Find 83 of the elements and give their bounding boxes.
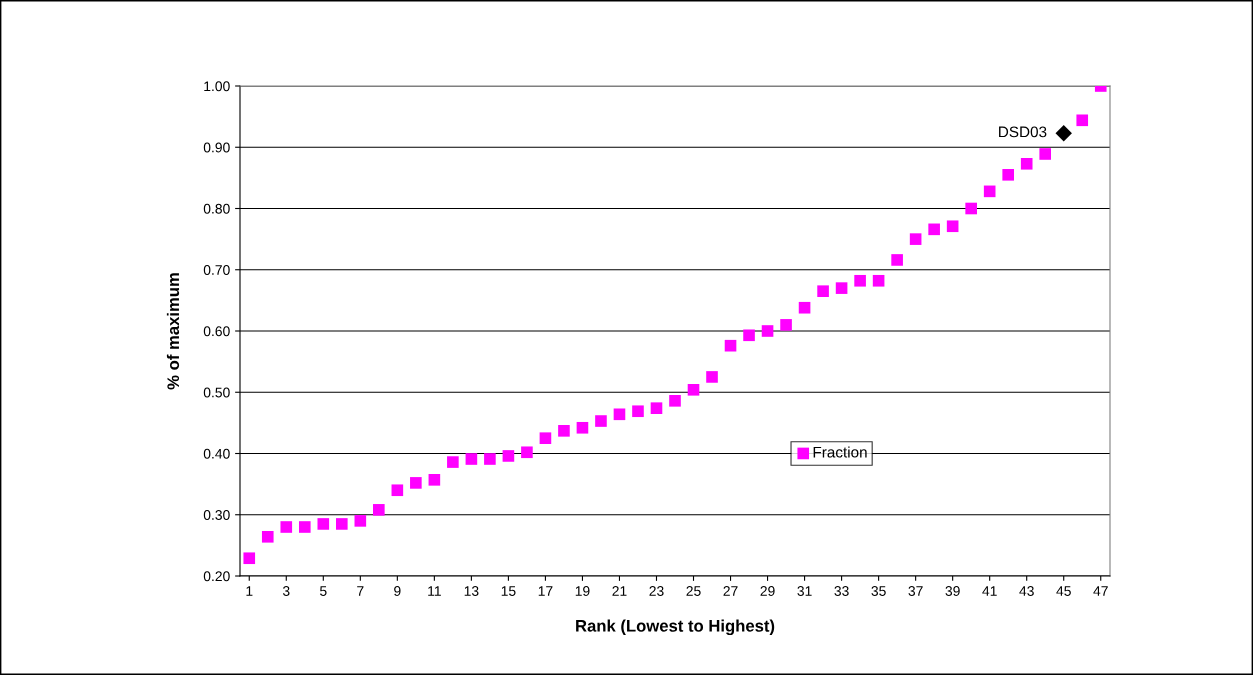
point bbox=[891, 254, 903, 266]
point bbox=[447, 456, 459, 468]
x-tick-label: 1 bbox=[246, 586, 253, 596]
point bbox=[706, 371, 718, 383]
point bbox=[724, 339, 737, 352]
point bbox=[298, 521, 311, 533]
x-tick-label: 43 bbox=[1019, 586, 1034, 596]
point bbox=[243, 552, 256, 565]
point bbox=[539, 432, 552, 444]
point bbox=[909, 233, 922, 245]
point bbox=[946, 220, 959, 233]
point bbox=[354, 515, 367, 527]
point bbox=[983, 185, 996, 198]
x-tick-label: 33 bbox=[834, 586, 849, 596]
point bbox=[373, 504, 385, 516]
x-tick-label: 41 bbox=[982, 586, 997, 596]
point bbox=[780, 319, 792, 331]
x-tick-label: 3 bbox=[282, 586, 290, 596]
point bbox=[576, 421, 589, 434]
point bbox=[391, 484, 404, 497]
x-tick-label: 37 bbox=[908, 586, 923, 596]
x-tick-label: 23 bbox=[649, 586, 664, 596]
x-tick-label: 45 bbox=[1056, 586, 1071, 596]
point bbox=[261, 530, 274, 543]
legend-label: Fraction bbox=[813, 446, 867, 458]
x-axis-title: Rank (Lowest to Highest) bbox=[576, 619, 775, 636]
point bbox=[317, 518, 330, 530]
x-tick-label: 7 bbox=[357, 586, 364, 596]
point bbox=[817, 285, 829, 297]
point bbox=[761, 325, 774, 337]
x-tick-label: 5 bbox=[319, 586, 327, 596]
point bbox=[428, 474, 441, 486]
point bbox=[613, 408, 626, 421]
point bbox=[336, 518, 348, 530]
point bbox=[965, 202, 977, 215]
x-tick-label: 35 bbox=[871, 586, 886, 596]
x-tick-label: 17 bbox=[538, 586, 553, 596]
point bbox=[1039, 148, 1052, 160]
x-tick-label: 15 bbox=[501, 586, 516, 596]
x-tick-label: 19 bbox=[575, 586, 590, 596]
point bbox=[521, 446, 533, 459]
x-tick-label: 47 bbox=[1093, 586, 1108, 596]
point bbox=[1020, 157, 1033, 170]
point bbox=[595, 415, 607, 427]
point bbox=[558, 425, 570, 437]
point bbox=[650, 402, 663, 414]
y-axis-title: % of maximum bbox=[166, 273, 180, 390]
point bbox=[1002, 169, 1014, 181]
x-tick-label: 39 bbox=[945, 586, 960, 596]
point bbox=[798, 301, 811, 314]
y-tick-label: 0.30 bbox=[203, 510, 230, 520]
y-tick-label: 0.90 bbox=[203, 142, 230, 153]
x-tick-label: 29 bbox=[760, 586, 775, 596]
x-tick-label: 13 bbox=[464, 586, 479, 596]
point bbox=[687, 383, 700, 396]
point bbox=[1076, 114, 1089, 127]
point bbox=[632, 405, 644, 418]
point bbox=[872, 274, 885, 287]
point bbox=[928, 223, 940, 236]
x-tick-label: 21 bbox=[612, 586, 627, 596]
point bbox=[835, 282, 848, 294]
annotation: DSD03 bbox=[999, 126, 1047, 138]
y-tick-label: 0.70 bbox=[203, 265, 230, 275]
point bbox=[669, 395, 681, 407]
point bbox=[502, 450, 515, 462]
y-tick-label: 0.50 bbox=[203, 387, 230, 398]
x-tick-label: 11 bbox=[428, 586, 441, 596]
y-tick-label: 0.80 bbox=[203, 203, 230, 214]
point bbox=[280, 521, 293, 533]
x-tick-label: 31 bbox=[797, 586, 812, 596]
point bbox=[854, 274, 866, 287]
x-tick-label: 25 bbox=[686, 586, 701, 596]
x-tick-label: 9 bbox=[394, 586, 401, 596]
y-tick-label: 0.60 bbox=[203, 326, 230, 337]
y-tick-label: 1.00 bbox=[204, 81, 230, 92]
point bbox=[465, 453, 478, 465]
point bbox=[410, 477, 422, 489]
point bbox=[1055, 124, 1072, 142]
point bbox=[484, 453, 496, 465]
y-tick-label: 0.20 bbox=[203, 571, 230, 582]
point bbox=[743, 329, 755, 342]
y-tick-label: 0.40 bbox=[203, 448, 230, 459]
x-tick-label: 27 bbox=[723, 586, 738, 596]
